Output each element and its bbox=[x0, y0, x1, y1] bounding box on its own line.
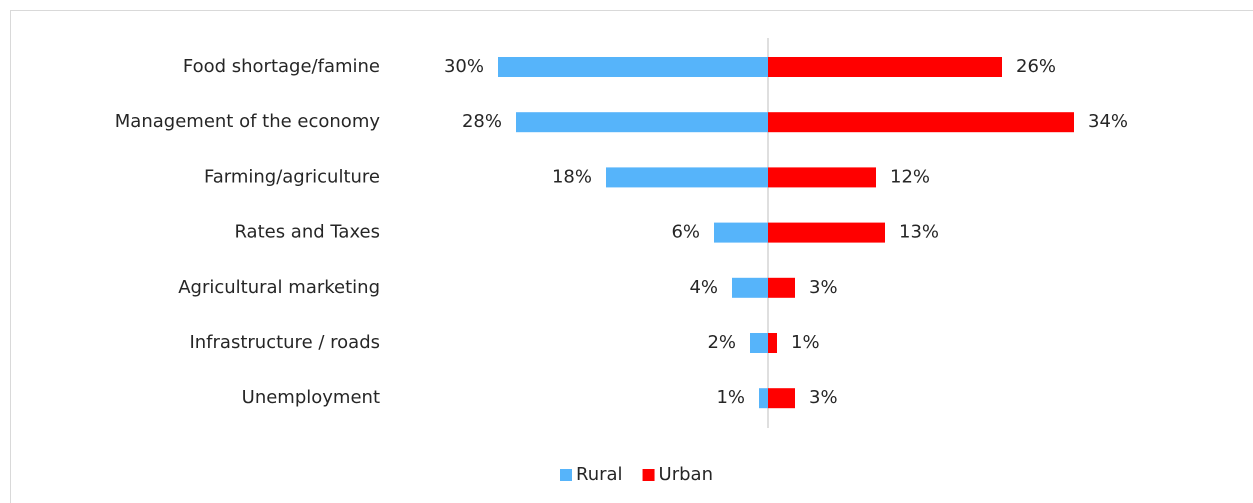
bar bbox=[606, 167, 768, 188]
bar bbox=[768, 222, 885, 243]
value-label: 26% bbox=[1016, 56, 1056, 77]
chart-frame bbox=[10, 10, 1253, 503]
value-label: 28% bbox=[462, 111, 502, 132]
bar bbox=[498, 57, 768, 77]
bar bbox=[768, 57, 1002, 77]
category-label: Management of the economy bbox=[115, 111, 381, 132]
category-label: Rates and Taxes bbox=[234, 222, 380, 243]
bar bbox=[750, 333, 768, 353]
bar bbox=[732, 277, 768, 298]
value-label: 1% bbox=[791, 332, 820, 353]
value-label: 4% bbox=[689, 277, 718, 298]
value-label: 13% bbox=[899, 222, 939, 243]
value-label: 30% bbox=[444, 56, 484, 77]
legend-label: Urban bbox=[659, 464, 713, 485]
value-label: 2% bbox=[707, 332, 736, 353]
value-label: 3% bbox=[809, 387, 838, 408]
value-label: 12% bbox=[890, 166, 930, 187]
bar bbox=[768, 112, 1074, 133]
legend-swatch bbox=[642, 469, 655, 481]
legend-label: Rural bbox=[576, 464, 623, 485]
bar bbox=[768, 167, 876, 188]
value-label: 3% bbox=[809, 277, 838, 298]
value-label: 6% bbox=[671, 222, 700, 243]
bar bbox=[768, 277, 795, 298]
bar bbox=[714, 222, 768, 243]
bar bbox=[759, 388, 768, 409]
value-label: 1% bbox=[716, 387, 745, 408]
category-label: Infrastructure / roads bbox=[189, 332, 380, 353]
bar bbox=[516, 112, 768, 133]
bar bbox=[768, 388, 795, 409]
value-label: 34% bbox=[1088, 111, 1128, 132]
category-label: Farming/agriculture bbox=[204, 166, 380, 187]
category-label: Agricultural marketing bbox=[178, 277, 380, 298]
bar bbox=[768, 333, 777, 353]
category-label: Unemployment bbox=[242, 387, 380, 408]
category-label: Food shortage/famine bbox=[183, 56, 380, 77]
legend-swatch bbox=[560, 469, 572, 481]
value-label: 18% bbox=[552, 166, 592, 187]
